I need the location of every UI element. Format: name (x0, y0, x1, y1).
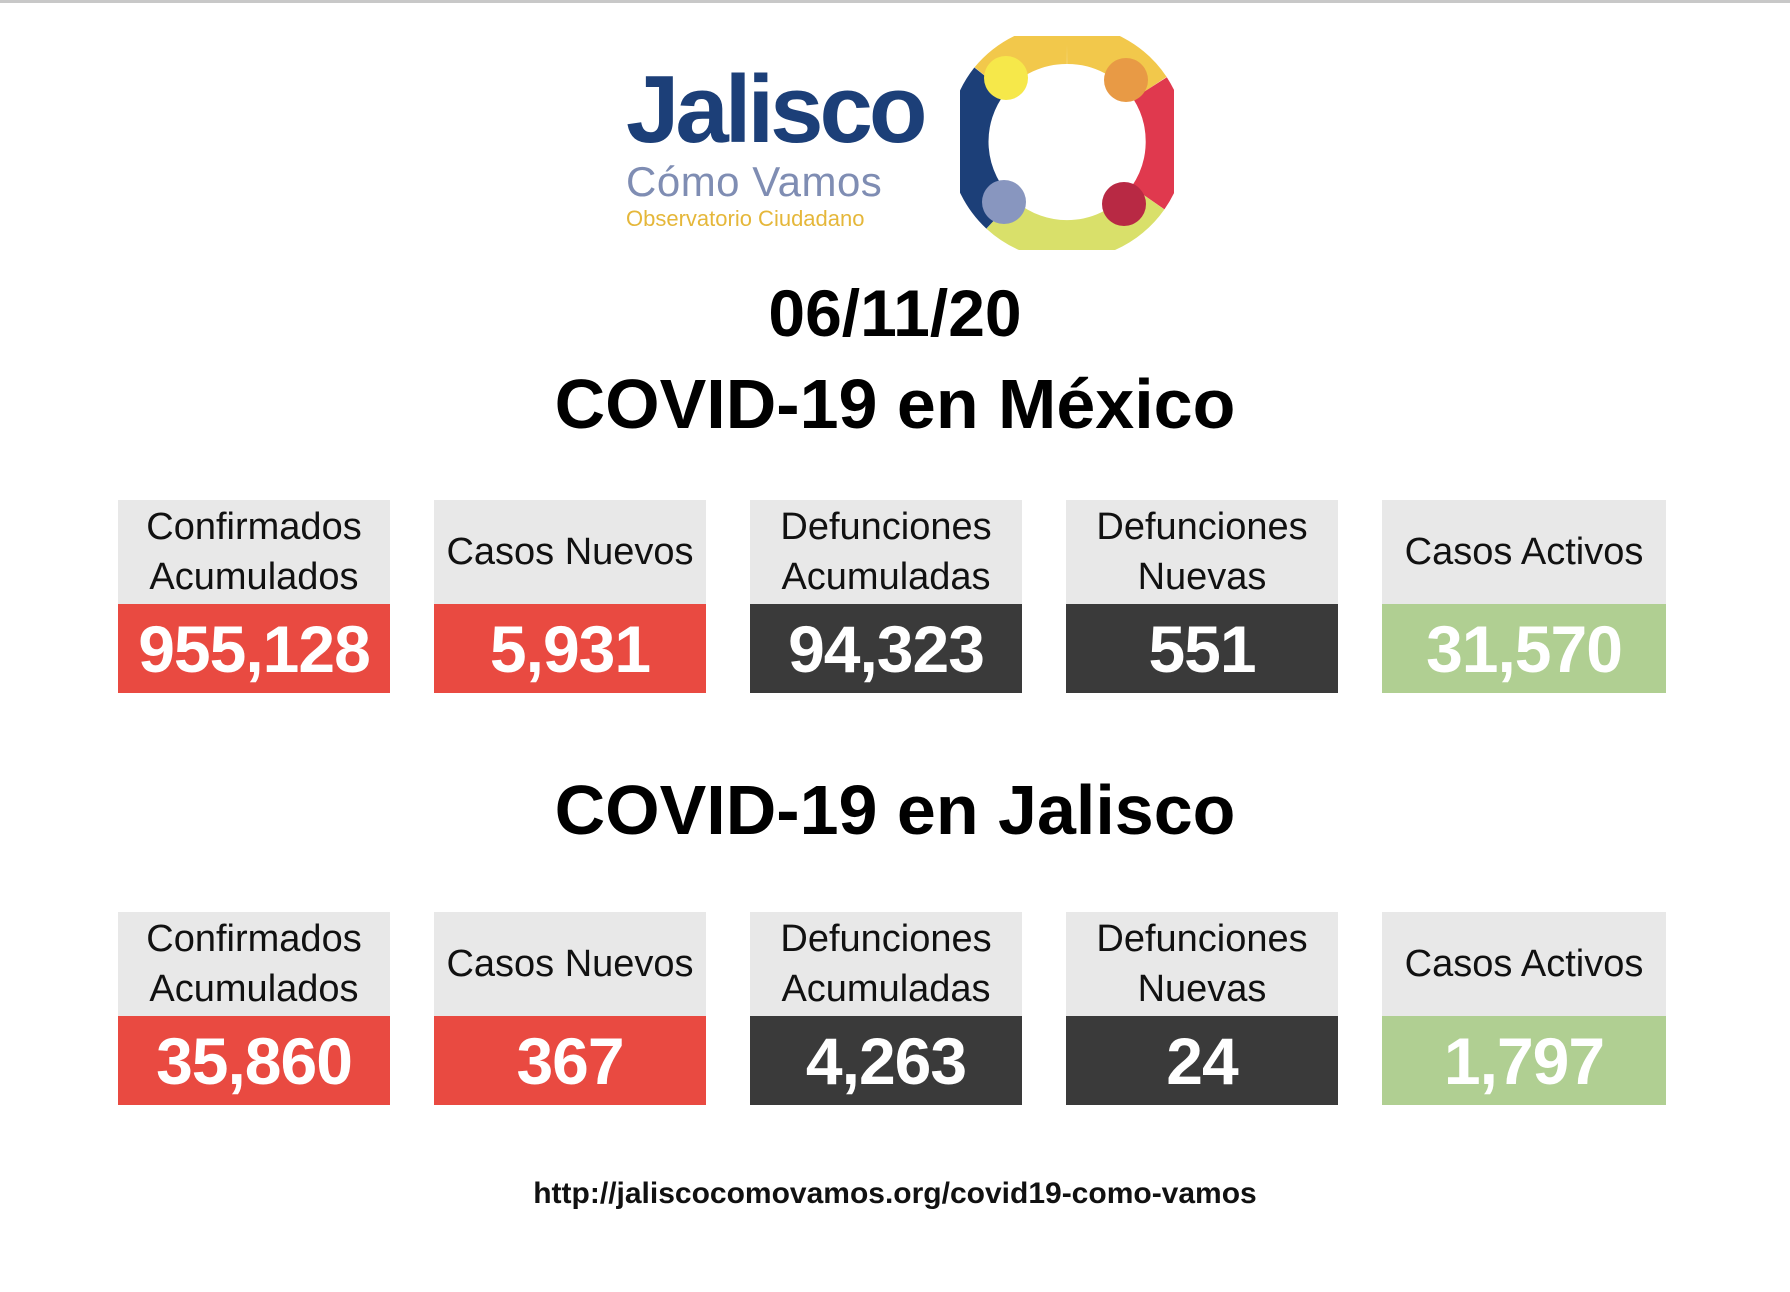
stat-value: 94,323 (750, 604, 1022, 693)
stat-value: 4,263 (750, 1016, 1022, 1105)
stat-card-confirmados: Confirmados Acumulados 35,860 (118, 912, 390, 1105)
stat-label: Confirmados Acumulados (118, 912, 390, 1016)
stat-value: 24 (1066, 1016, 1338, 1105)
stat-card-casos-nuevos: Casos Nuevos 367 (434, 912, 706, 1105)
logo-tagline: Observatorio Ciudadano (626, 206, 865, 231)
stat-value: 551 (1066, 604, 1338, 693)
stat-card-casos-nuevos: Casos Nuevos 5,931 (434, 500, 706, 693)
stat-value: 35,860 (118, 1016, 390, 1105)
logo-ring-icon (960, 36, 1174, 250)
stat-label: Defunciones Nuevas (1066, 500, 1338, 604)
stat-value: 31,570 (1382, 604, 1666, 693)
stat-label: Casos Nuevos (434, 912, 706, 1016)
jalisco-stats: Confirmados Acumulados 35,860 Casos Nuev… (0, 912, 1790, 1107)
stat-card-casos-activos: Casos Activos 31,570 (1382, 500, 1666, 693)
stat-label: Defunciones Acumuladas (750, 912, 1022, 1016)
top-divider (0, 0, 1790, 3)
stat-card-defunciones-acumuladas: Defunciones Acumuladas 4,263 (750, 912, 1022, 1105)
stat-card-defunciones-acumuladas: Defunciones Acumuladas 94,323 (750, 500, 1022, 693)
logo: Jalisco Cómo Vamos Observatorio Ciudadan… (626, 62, 936, 232)
stat-card-casos-activos: Casos Activos 1,797 (1382, 912, 1666, 1105)
stat-label: Casos Activos (1382, 500, 1666, 604)
stat-card-defunciones-nuevas: Defunciones Nuevas 551 (1066, 500, 1338, 693)
stat-label: Casos Activos (1382, 912, 1666, 1016)
stat-value: 1,797 (1382, 1016, 1666, 1105)
mexico-stats: Confirmados Acumulados 955,128 Casos Nue… (0, 500, 1790, 695)
stat-card-defunciones-nuevas: Defunciones Nuevas 24 (1066, 912, 1338, 1105)
stat-label: Casos Nuevos (434, 500, 706, 604)
stat-value: 367 (434, 1016, 706, 1105)
stat-label: Defunciones Acumuladas (750, 500, 1022, 604)
stat-value: 955,128 (118, 604, 390, 693)
logo-title: Jalisco (626, 56, 928, 163)
logo-subtitle: Cómo Vamos (626, 158, 883, 205)
stat-value: 5,931 (434, 604, 706, 693)
stat-label: Confirmados Acumulados (118, 500, 390, 604)
report-date: 06/11/20 (768, 276, 1022, 350)
jalisco-heading: COVID-19 en Jalisco (554, 771, 1236, 849)
source-url: http://jaliscocomovamos.org/covid19-como… (533, 1177, 1257, 1210)
mexico-heading: COVID-19 en México (554, 365, 1236, 443)
stat-card-confirmados: Confirmados Acumulados 955,128 (118, 500, 390, 693)
stat-label: Defunciones Nuevas (1066, 912, 1338, 1016)
